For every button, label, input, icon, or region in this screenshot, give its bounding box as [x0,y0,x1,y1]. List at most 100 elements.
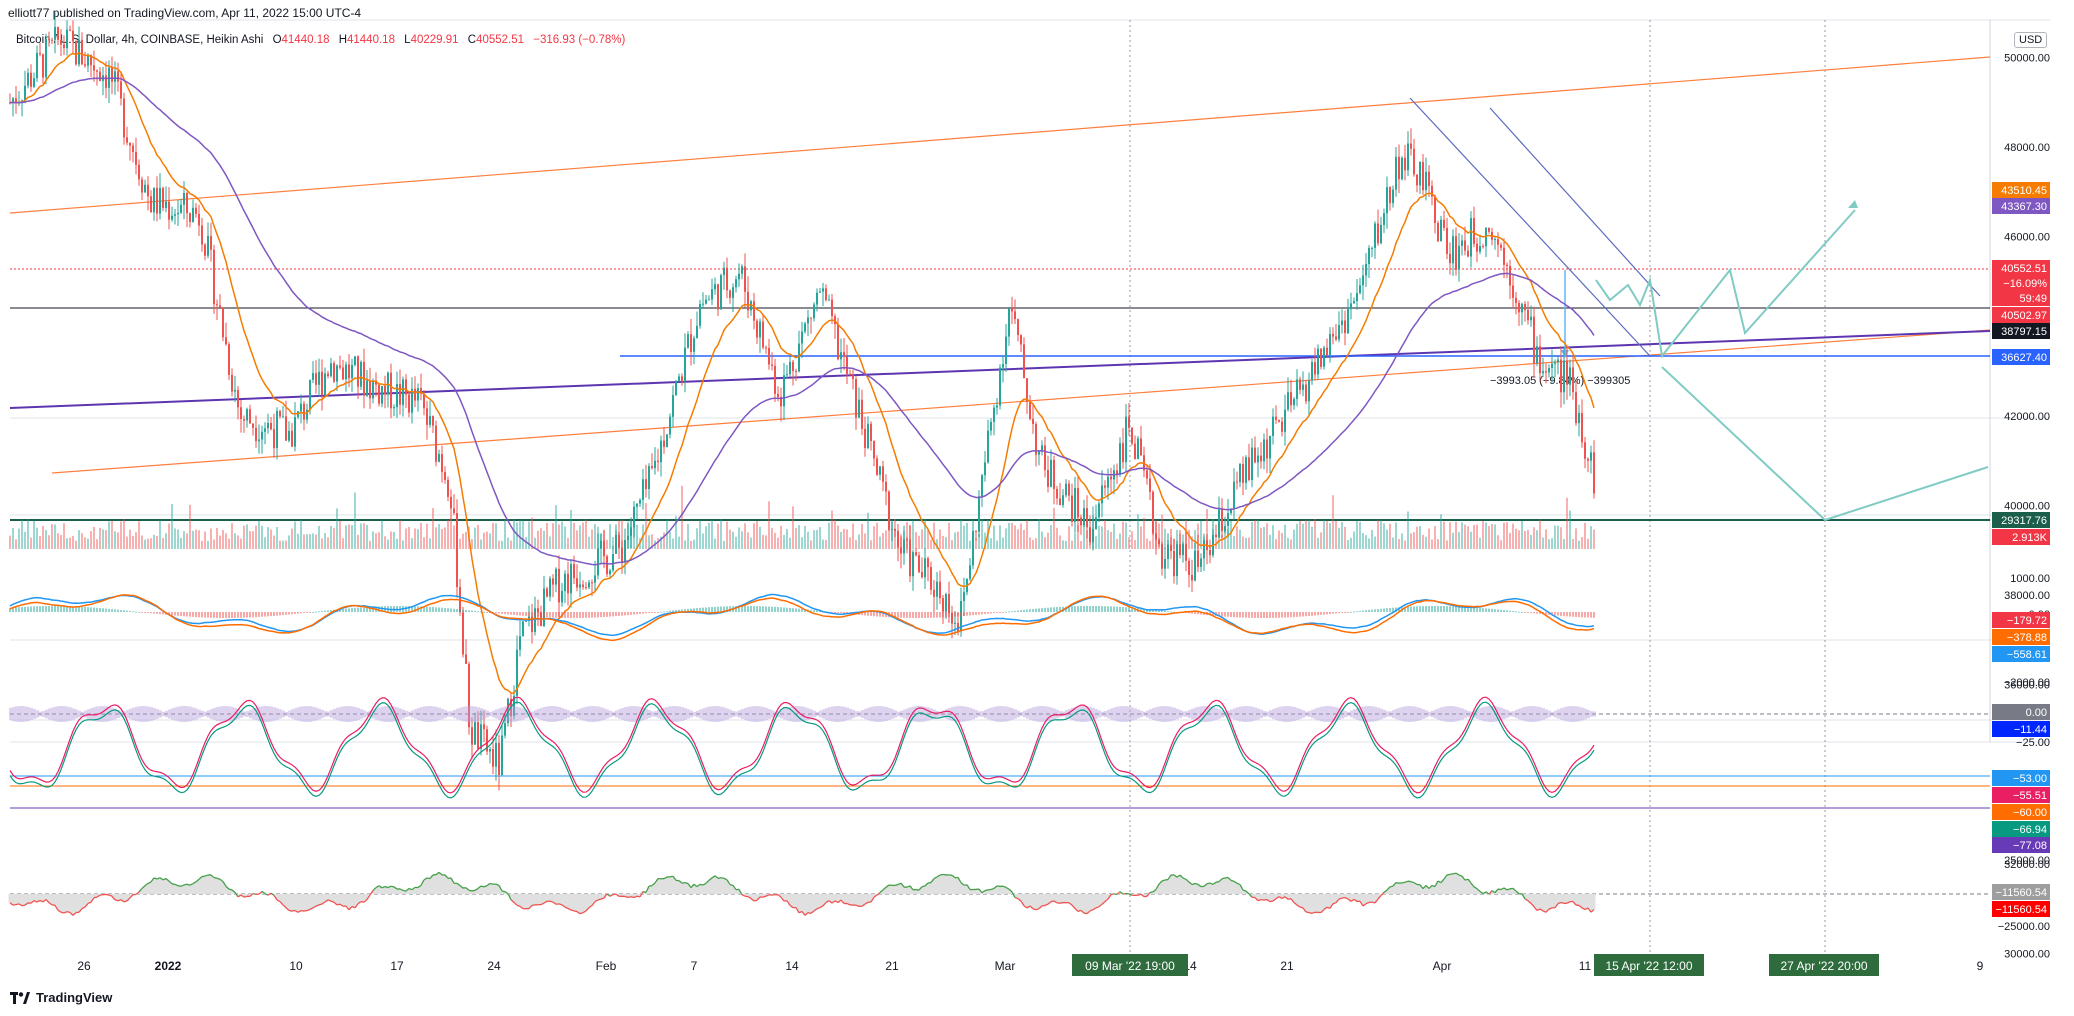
macd-value-label-bg [1992,612,2050,628]
macd-histogram-bar [696,608,698,612]
candle-body [1533,316,1535,364]
candle-body [1092,528,1094,543]
candle-body [129,142,131,146]
candle-body [1008,308,1010,337]
macd-histogram-bar [711,607,713,612]
osc-line-segment [909,885,914,891]
macd-histogram-bar [513,612,515,615]
osc-line-segment [741,894,746,897]
stoch-fill-bar [672,706,675,722]
candle-body [1440,219,1442,242]
macd-histogram-bar [1059,606,1061,612]
stoch-fill-bar [945,709,948,719]
candle-body [609,570,611,575]
candle-body [573,564,575,579]
macd-histogram-bar [576,612,578,618]
candle-body [1482,246,1484,248]
volume-bar [138,521,140,549]
candle-body [237,390,239,408]
macd-histogram-bar [12,607,14,612]
stoch-fill-bar [1179,710,1182,718]
candle-body [942,598,944,612]
candle-body [177,212,179,215]
volume-bar [1563,538,1565,549]
osc-line-segment [519,905,524,910]
macd-histogram-bar [189,612,191,617]
macd-histogram-bar [1230,612,1232,618]
osc-line-segment [1128,893,1133,896]
stoch-fill-bar [414,709,417,719]
osc-line-segment [1227,876,1232,881]
candle-body [1320,348,1322,367]
osc-line-segment [762,895,767,898]
macd-histogram-bar [669,610,671,612]
osc-line-segment [480,885,485,888]
candle-body [564,573,566,591]
volume-bar [690,540,692,549]
price-label-bg [1992,260,2050,276]
volume-bar [1008,522,1010,549]
stoch-fill-bar [771,710,774,718]
macd-histogram-bar [1119,606,1121,612]
volume-bar [1545,529,1547,549]
macd-histogram-bar [1389,607,1391,612]
volume-bar [972,536,974,549]
osc-line-segment [1326,906,1331,909]
stoch-fill-bar [810,709,813,719]
osc-line-segment [510,899,515,903]
stoch-fill-bar [1299,708,1302,720]
volume-bar [1152,530,1154,549]
candle-body [135,152,137,165]
osc-line-segment [1476,888,1481,892]
macd-histogram-bar [1350,611,1352,613]
stoch-fill-bar [645,708,648,720]
candle-body [1200,558,1202,567]
macd-histogram-bar [1197,612,1199,615]
stoch-fill-bar [1104,710,1107,718]
osc-line-segment [594,899,599,903]
volume-bar [249,531,251,549]
macd-histogram-bar [540,612,542,618]
candle-body [1329,333,1331,356]
stoch-fill-bar [1101,711,1104,717]
macd-histogram-bar [195,612,197,618]
volume-bar [258,520,260,549]
candle-body [1257,455,1259,463]
candle-body [1392,189,1394,204]
macd-histogram-bar [1545,612,1547,615]
currency-button[interactable]: USD [2014,32,2048,48]
osc-line-segment [195,878,200,883]
volume-bar [573,522,575,549]
stoch-fill-bar [1551,711,1554,717]
macd-histogram-bar [1425,606,1427,612]
volume-bar [1227,528,1229,549]
osc-axis-tick: 25000.00 [2004,855,2050,867]
volume-bar [513,519,515,549]
symbol-name[interactable]: Bitcoin / U.S. Dollar, 4h, COINBASE, Hei… [16,34,264,46]
stoch-fill-bar [651,711,654,717]
volume-bar [1062,540,1064,549]
candle-body [1041,445,1043,452]
volume-bar [912,520,914,549]
osc-line-segment [882,886,887,891]
macd-histogram-bar [1110,606,1112,612]
candle-body [1524,303,1526,311]
volume-bar [1389,523,1391,549]
osc-line-segment [393,886,398,890]
macd-histogram-bar [1344,612,1346,613]
tradingview-footer[interactable]: TradingView [10,990,112,1005]
volume-bar [819,527,821,549]
stoch-fill-bar [1353,709,1356,719]
volume-bar [264,537,266,549]
macd-histogram-bar [1239,612,1241,618]
candle-body [402,379,404,405]
volume-bar [1491,524,1493,549]
volume-bar [1146,538,1148,549]
candle-body [1470,218,1472,257]
osc-line-segment [771,893,776,896]
volume-bar [543,530,545,549]
stoch-fill-bar [561,707,564,721]
osc-line-segment [168,880,173,885]
volume-bar [606,539,608,549]
